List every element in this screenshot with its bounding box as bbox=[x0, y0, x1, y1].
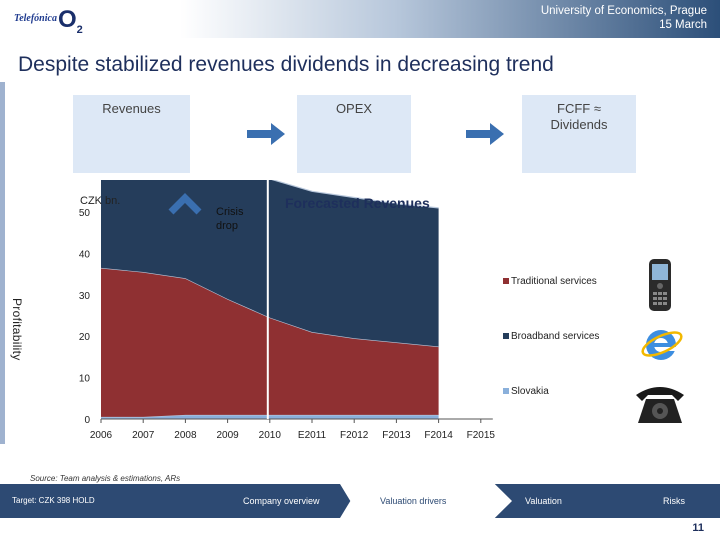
y-tick-label: 40 bbox=[79, 249, 91, 260]
footer-nav: Target: CZK 398 HOLD Company overview Va… bbox=[0, 484, 720, 518]
telefonica-logo: Telefónica bbox=[14, 13, 57, 24]
arrow-right-icon bbox=[466, 123, 504, 145]
footer-target: Target: CZK 398 HOLD bbox=[12, 496, 95, 505]
y-tick-label: 0 bbox=[84, 415, 90, 426]
legend-swatch bbox=[503, 388, 509, 394]
x-tick-label: 2010 bbox=[259, 430, 282, 441]
y-axis-unit: CZK bn. bbox=[80, 195, 120, 207]
legend-swatch bbox=[503, 278, 509, 284]
nav-risks[interactable]: Risks bbox=[663, 496, 685, 506]
x-tick-label: F2013 bbox=[382, 430, 411, 441]
area-broadband-services bbox=[101, 180, 439, 347]
header-text: University of Economics, Prague 15 March bbox=[541, 4, 707, 32]
dividends-label: Dividends bbox=[550, 117, 608, 132]
y-tick-label: 20 bbox=[79, 332, 91, 343]
profitability-label: Profitability bbox=[10, 298, 24, 361]
fcff-box: FCFF ≈ Dividends bbox=[522, 95, 636, 173]
y-tick-label: 30 bbox=[79, 291, 91, 302]
mobile-phone-icon bbox=[649, 259, 671, 311]
y-tick-label: 10 bbox=[79, 374, 91, 385]
fcff-label: FCFF ≈ bbox=[557, 101, 601, 116]
annotation-crisis: Crisis bbox=[216, 206, 244, 218]
x-tick-label: E2011 bbox=[298, 430, 327, 441]
x-tick-label: 2007 bbox=[132, 430, 155, 441]
legend-label: Traditional services bbox=[511, 276, 597, 287]
arrow-right-icon bbox=[247, 123, 285, 145]
o2-logo: O2 bbox=[58, 6, 83, 36]
o2-logo-letter: O bbox=[58, 6, 77, 33]
series-line bbox=[271, 180, 439, 209]
o2-logo-sub: 2 bbox=[76, 23, 83, 36]
x-tick-label: 2009 bbox=[216, 430, 239, 441]
page-title: Despite stabilized revenues dividends in… bbox=[18, 53, 554, 76]
x-tick-label: 2006 bbox=[90, 430, 113, 441]
y-tick-label: 50 bbox=[79, 208, 91, 219]
x-tick-label: F2015 bbox=[467, 430, 496, 441]
page-number: 11 bbox=[692, 522, 704, 534]
header-band: Telefónica O2 University of Economics, P… bbox=[0, 0, 720, 38]
revenue-chart: 2006 2007 2008 2009 2010 E2011 F2012 F2013 F2014… bbox=[79, 180, 599, 441]
opex-label: OPEX bbox=[335, 101, 373, 116]
chart-title: Forecasted Revenues bbox=[285, 195, 430, 211]
annotation-drop: drop bbox=[216, 220, 238, 232]
area-traditional-services bbox=[101, 267, 439, 417]
legend-label: Broadband services bbox=[511, 331, 599, 342]
left-accent-bar bbox=[0, 82, 10, 444]
nav-company-overview[interactable]: Company overview bbox=[243, 496, 320, 506]
x-tick-label: F2012 bbox=[340, 430, 369, 441]
telephone-icon bbox=[636, 387, 684, 423]
nav-valuation[interactable]: Valuation bbox=[525, 496, 562, 506]
revenues-label: Revenues bbox=[102, 101, 161, 116]
nav-valuation-drivers[interactable]: Valuation drivers bbox=[340, 484, 512, 518]
legend-swatch bbox=[503, 333, 509, 339]
x-tick-label: F2014 bbox=[424, 430, 453, 441]
x-tick-label: 2008 bbox=[174, 430, 197, 441]
header-date: 15 March bbox=[659, 19, 707, 31]
crisis-chevron bbox=[168, 193, 202, 215]
opex-box: OPEX bbox=[297, 95, 411, 173]
header-university: University of Economics, Prague bbox=[540, 5, 707, 17]
nav-valuation-drivers-label: Valuation drivers bbox=[380, 496, 447, 506]
internet-explorer-icon bbox=[641, 330, 683, 360]
revenues-box: Revenues bbox=[73, 95, 190, 173]
legend-label: Slovakia bbox=[511, 386, 549, 397]
source-footnote: Source: Team analysis & estimations, ARs bbox=[30, 474, 181, 483]
area-slovakia bbox=[101, 414, 439, 419]
